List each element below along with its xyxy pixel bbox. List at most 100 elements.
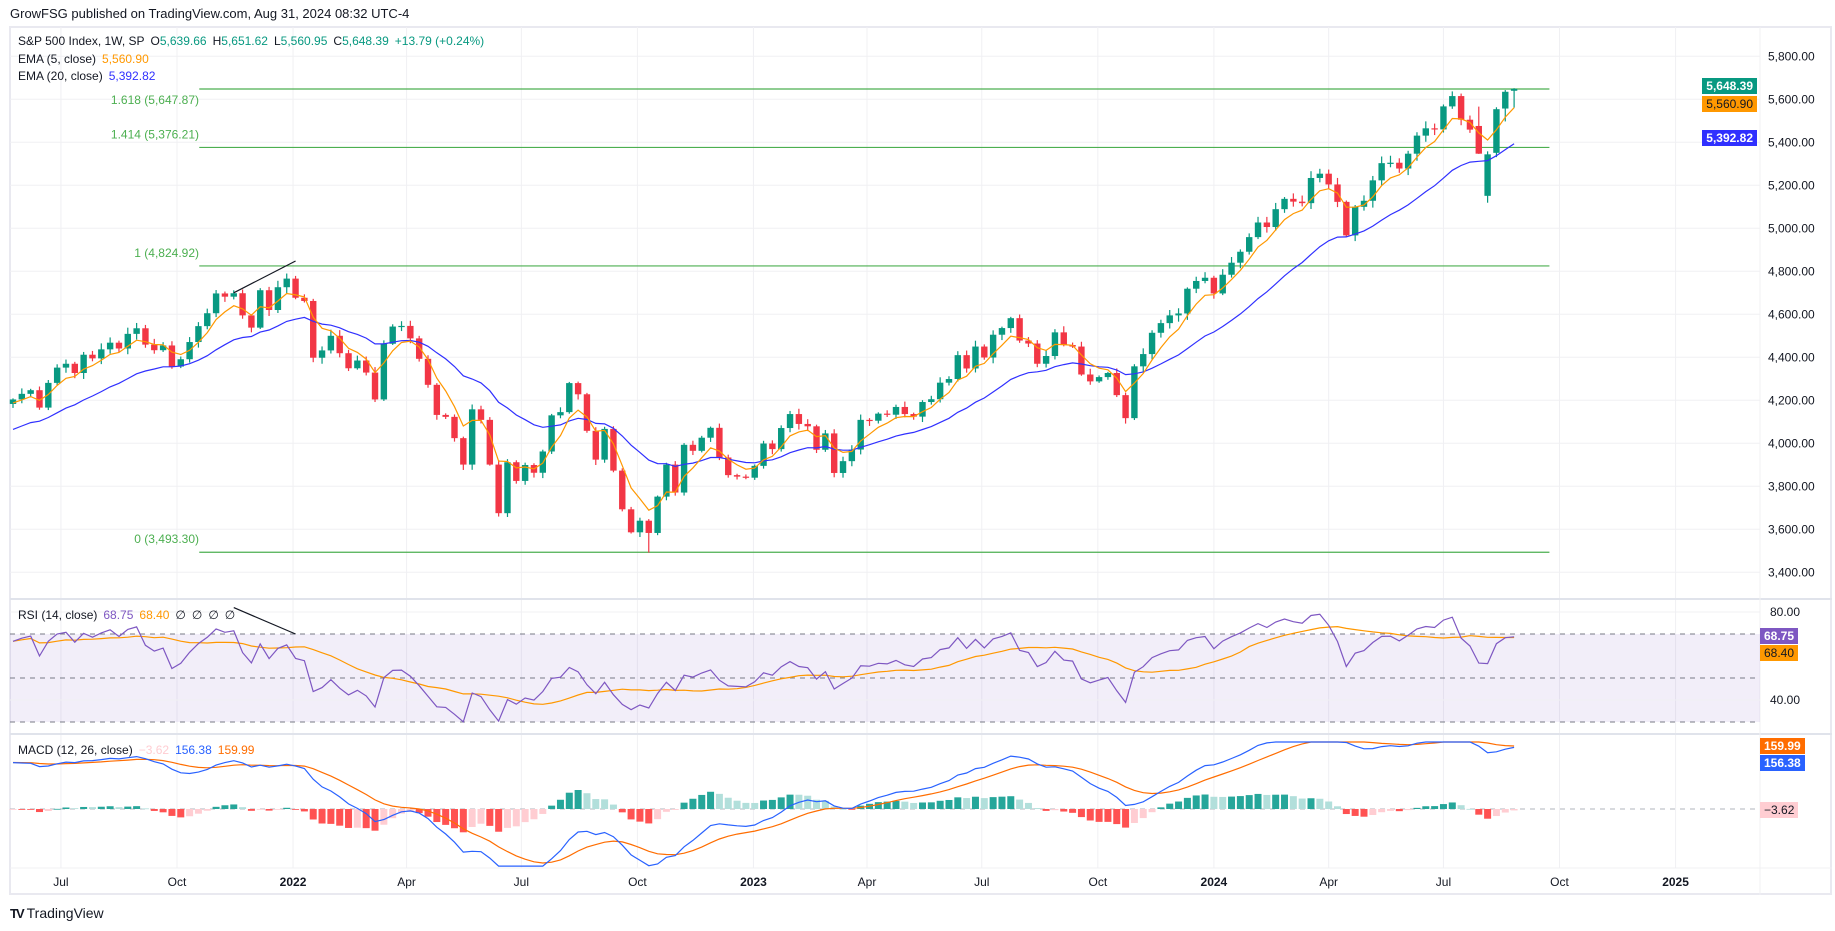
candle xyxy=(663,462,670,501)
candle xyxy=(981,344,988,360)
macd-histogram-bar xyxy=(62,807,70,809)
macd-histogram-bar xyxy=(1113,809,1121,825)
candle-body xyxy=(1201,277,1209,281)
candle-body xyxy=(857,419,864,450)
macd-histogram-bar xyxy=(212,806,220,809)
fib-level-label: 1 (4,824.92) xyxy=(134,246,199,260)
candle-body xyxy=(415,338,423,359)
rsi-trendline xyxy=(233,607,296,635)
macd-histogram-bar xyxy=(583,793,591,809)
time-axis-label: Jul xyxy=(53,875,68,889)
candle xyxy=(1060,326,1067,347)
fib-level-label: 1.618 (5,647.87) xyxy=(111,93,199,107)
price-axis-label: 4,200.00 xyxy=(1768,393,1815,407)
candle-body xyxy=(760,443,767,466)
candle xyxy=(1228,256,1235,278)
ema5-legend[interactable]: EMA (5, close) 5,560.90 xyxy=(18,52,155,66)
candle-body xyxy=(521,465,529,481)
close-price-badge: 5,648.39 xyxy=(1702,78,1757,94)
candle-body xyxy=(557,412,564,416)
candle xyxy=(265,286,273,316)
rsi-ma-line xyxy=(12,625,1515,705)
candle xyxy=(1281,197,1288,213)
candle-body xyxy=(504,462,511,514)
candle xyxy=(751,464,758,480)
candle-body xyxy=(407,325,414,339)
candle xyxy=(1087,368,1094,385)
candle-body xyxy=(1131,366,1138,419)
candle xyxy=(442,413,449,420)
candle-body xyxy=(177,359,184,367)
symbol-label[interactable]: S&P 500 Index, 1W, SP xyxy=(18,34,145,48)
time-axis-label: Jul xyxy=(1436,875,1451,889)
candle xyxy=(1449,91,1456,109)
rsi-legend[interactable]: RSI (14, close) 68.75 68.40 ∅ ∅ ∅ ∅ xyxy=(18,608,241,622)
candle-body xyxy=(451,416,458,439)
candle xyxy=(248,314,255,333)
macd-histogram-bar xyxy=(574,790,582,809)
candle-body xyxy=(795,414,803,424)
macd-histogram-bar xyxy=(1192,795,1200,809)
macd-histogram-bar xyxy=(503,809,511,828)
candle xyxy=(1484,151,1491,203)
macd-histogram-bar xyxy=(980,798,988,809)
candle-body xyxy=(963,355,970,369)
macd-histogram-bar xyxy=(654,809,662,820)
macd-histogram-bar xyxy=(1386,809,1394,811)
candle-body xyxy=(1475,125,1482,154)
candle xyxy=(813,424,820,454)
macd-histogram-bar xyxy=(1157,807,1165,809)
candle xyxy=(36,386,43,410)
candle xyxy=(239,289,246,319)
macd-histogram-bar xyxy=(839,808,847,810)
candle xyxy=(610,426,617,473)
macd-legend[interactable]: MACD (12, 26, close) −3.62 156.38 159.99 xyxy=(18,743,260,757)
candle-body xyxy=(1431,128,1438,130)
price-axis-label: 3,800.00 xyxy=(1768,479,1815,493)
macd-histogram-bar xyxy=(1051,809,1059,811)
candle-body xyxy=(707,427,714,438)
candle-body xyxy=(133,328,140,334)
candle xyxy=(1422,121,1429,142)
candle-body xyxy=(566,383,573,413)
tradingview-logo[interactable]: TV TradingView xyxy=(10,905,104,921)
macd-histogram-bar xyxy=(1042,809,1050,811)
macd-histogram-bar xyxy=(433,809,441,823)
candle xyxy=(972,340,979,373)
candle xyxy=(354,355,361,370)
candle-body xyxy=(839,461,847,473)
macd-histogram-bar xyxy=(1060,809,1068,812)
candle-body xyxy=(1510,88,1518,91)
candle-body xyxy=(830,433,838,473)
candle-body xyxy=(62,363,70,368)
macd-histogram-bar xyxy=(1298,798,1306,809)
candle-body xyxy=(1484,154,1491,196)
candle-body xyxy=(1369,180,1377,201)
candle xyxy=(716,423,723,461)
macd-histogram-bar xyxy=(998,796,1006,809)
macd-histogram-bar xyxy=(9,809,17,810)
macd-histogram-bar xyxy=(124,806,132,809)
candle xyxy=(159,342,167,352)
time-axis-label: 2022 xyxy=(280,875,307,889)
candle-body xyxy=(71,363,79,373)
candle-body xyxy=(875,413,882,421)
ema20-legend[interactable]: EMA (20, close) 5,392.82 xyxy=(18,69,161,83)
candle xyxy=(283,273,290,294)
macd-histogram-bar xyxy=(1007,796,1015,809)
candle-body xyxy=(115,342,123,349)
candle-body xyxy=(1263,222,1271,228)
low-value: 5,560.95 xyxy=(280,34,328,48)
candle-body xyxy=(53,367,61,383)
candle-body xyxy=(45,382,52,408)
candle xyxy=(1219,269,1226,296)
candle xyxy=(1007,316,1014,333)
candle-body xyxy=(363,360,370,373)
macd-histogram-bar xyxy=(186,809,194,817)
main-legend: S&P 500 Index, 1W, SP O5,639.66 H5,651.62 L… xyxy=(18,34,496,48)
price-axis-label: 3,400.00 xyxy=(1768,565,1815,579)
macd-histogram-bar xyxy=(327,809,335,824)
candle-body xyxy=(1113,372,1120,396)
macd-histogram-bar xyxy=(1254,793,1262,809)
